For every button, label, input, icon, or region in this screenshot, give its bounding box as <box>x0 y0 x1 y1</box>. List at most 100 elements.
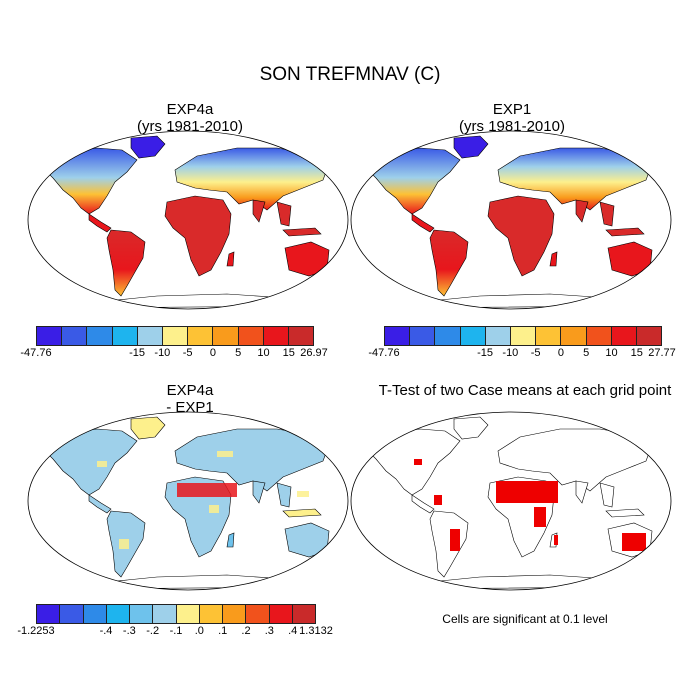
significance-note: Cells are significant at 0.1 level <box>442 612 608 626</box>
colorbar-swatch <box>269 605 293 623</box>
colorbar-swatch <box>485 327 511 345</box>
map-exp1 <box>350 130 672 310</box>
colorbar-tick-label: 15 <box>630 347 643 359</box>
colorbar-exp1 <box>384 326 662 346</box>
significant-cells <box>434 495 442 505</box>
colorbar-swatch <box>83 605 107 623</box>
figure-title: SON TREFMNAV (C) <box>259 64 441 85</box>
significant-cells <box>496 481 558 503</box>
landmass-centralAmerica <box>411 494 435 514</box>
landmass-seAsia <box>276 201 292 227</box>
landmass-seAsia <box>276 482 292 508</box>
panel-title-ttest: T-Test of two Case means at each grid po… <box>378 382 672 399</box>
colorbar-swatch <box>435 327 461 345</box>
colorbar-swatch <box>188 327 214 345</box>
landmass-australia <box>284 241 330 277</box>
significant-cells <box>622 533 646 551</box>
landmass-indonesia <box>605 227 645 237</box>
colorbar-swatch <box>137 327 163 345</box>
significant-cells <box>554 535 558 545</box>
colorbar-tick-label: 5 <box>235 347 242 359</box>
colorbar-diff <box>36 604 316 624</box>
anomaly-patch <box>119 539 129 549</box>
colorbar-swatch <box>561 327 587 345</box>
landmass-greenland <box>453 135 489 159</box>
colorbar-tick-label: 0 <box>209 347 216 359</box>
landmass-indonesia <box>282 508 322 518</box>
colorbar-swatch <box>130 605 154 623</box>
landmass-greenland <box>130 416 166 440</box>
colorbar-swatch <box>611 327 637 345</box>
colorbar-swatch <box>410 327 436 345</box>
landmass-centralAmerica <box>88 494 112 514</box>
landmass-madagascar <box>549 251 558 267</box>
landmass-indonesia <box>605 508 645 518</box>
colorbar-swatch <box>37 605 61 623</box>
landmass-seAsia <box>599 482 615 508</box>
colorbar-swatch <box>213 327 239 345</box>
colorbar-swatch <box>87 327 113 345</box>
map-diff <box>27 411 349 591</box>
colorbar-exp4a-ticks: -47.76 -15 -10 -5 0 5 10 15 26.97 <box>20 347 327 361</box>
landmass-greenland <box>130 135 166 159</box>
anomaly-patch <box>209 505 219 513</box>
colorbar-swatch <box>106 605 130 623</box>
colorbar-tick-label: -10 <box>502 347 519 359</box>
colorbar-tick-label: -.4 <box>99 625 113 637</box>
landmass-northAmerica <box>42 428 138 496</box>
colorbar-tick-label: 10 <box>605 347 618 359</box>
landmass-southAmerica <box>429 229 469 297</box>
colorbar-tick-label: 10 <box>257 347 270 359</box>
colorbar-tick-label: -1.2253 <box>17 625 55 637</box>
colorbar-tick-label: .0 <box>194 625 204 637</box>
colorbar-tick-label: -.3 <box>122 625 136 637</box>
landmass-africa <box>164 195 232 277</box>
colorbar-swatch <box>60 605 84 623</box>
anomaly-patch <box>297 491 309 497</box>
colorbar-tick-label: -15 <box>129 347 146 359</box>
colorbar-tick-label: 27.77 <box>648 347 676 359</box>
significant-cells <box>534 507 546 527</box>
landmass-seAsia <box>599 201 615 227</box>
landmass-india <box>252 199 266 223</box>
landmass-india <box>252 480 266 504</box>
colorbar-tick-label: -5 <box>182 347 193 359</box>
landmass-southAmerica <box>106 229 146 297</box>
colorbar-diff-ticks: -1.2253 -.4 -.3 -.2 -.1 .0 .1 .2 .3 .4 1.3132 <box>17 625 332 639</box>
colorbar-tick-label: .2 <box>241 625 251 637</box>
landmass-eurasia <box>497 147 653 211</box>
map-exp4a <box>27 130 349 310</box>
colorbar-swatch <box>62 327 88 345</box>
colorbar-tick-label: .3 <box>264 625 274 637</box>
anomaly-patch <box>97 461 107 467</box>
landmass-greenland <box>453 416 489 440</box>
landmass-madagascar <box>226 532 235 548</box>
colorbar-swatch <box>586 327 612 345</box>
colorbar-tick-label: .1 <box>218 625 228 637</box>
colorbar-swatch <box>536 327 562 345</box>
colorbar-swatch <box>162 327 189 345</box>
significant-cells <box>414 459 422 465</box>
colorbar-swatch <box>37 327 63 345</box>
landmass-australia <box>607 241 653 277</box>
landmass-northAmerica <box>365 428 461 496</box>
colorbar-tick-label: -15 <box>477 347 494 359</box>
colorbar-tick-label: -.1 <box>169 625 183 637</box>
landmass-eurasia <box>174 428 330 492</box>
landmass-eurasia <box>497 428 653 492</box>
colorbar-swatch <box>263 327 289 345</box>
landmass-southAmerica <box>429 510 469 578</box>
colorbar-tick-label: 1.3132 <box>299 625 333 637</box>
colorbar-swatch <box>153 605 177 623</box>
anomaly-patch <box>177 483 237 497</box>
colorbar-tick-label: -.2 <box>146 625 160 637</box>
colorbar-swatch <box>636 327 662 345</box>
colorbar-swatch <box>238 327 264 345</box>
colorbar-swatch <box>292 605 315 623</box>
colorbar-tick-label: -10 <box>154 347 171 359</box>
landmass-indonesia <box>282 227 322 237</box>
colorbar-tick-label: -47.76 <box>368 347 400 359</box>
landmass-northAmerica <box>42 147 138 215</box>
colorbar-tick-label: 0 <box>557 347 564 359</box>
colorbar-tick-label: -47.76 <box>20 347 52 359</box>
